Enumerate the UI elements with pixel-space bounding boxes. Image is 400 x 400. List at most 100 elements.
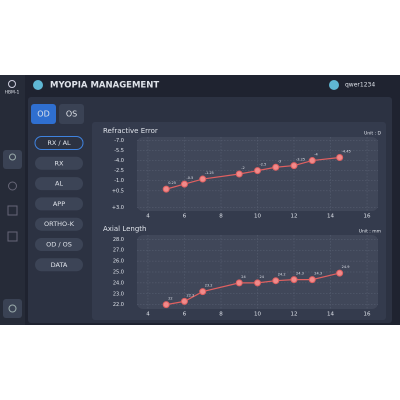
x-tick-label: 4	[146, 312, 150, 318]
data-label: 22	[168, 297, 172, 301]
data-label: -0.5	[186, 176, 193, 180]
data-point[interactable]	[254, 279, 261, 287]
data-label: -1.25	[205, 171, 214, 175]
menu-label: AL	[55, 180, 63, 188]
data-point[interactable]	[235, 170, 243, 178]
app-icon	[33, 80, 43, 90]
user-name[interactable]: qwer1234	[345, 82, 375, 89]
x-tick-label: 8	[219, 312, 223, 318]
data-point[interactable]	[199, 288, 207, 296]
data-point[interactable]	[180, 297, 188, 305]
menu-label: RX / AL	[47, 139, 71, 147]
data-point[interactable]	[308, 276, 316, 284]
x-tick-label: 10	[254, 214, 261, 220]
eye-tab[interactable]	[59, 104, 84, 124]
data-label: 24.3	[296, 272, 304, 276]
data-point[interactable]	[254, 167, 261, 175]
eye-tab[interactable]	[31, 104, 56, 124]
data-label: -2.5	[260, 163, 267, 167]
menu-label: DATA	[51, 261, 68, 269]
menu-button[interactable]	[35, 197, 83, 211]
x-tick-label: 8	[219, 214, 223, 220]
menu-button[interactable]	[35, 238, 83, 251]
x-tick-label: 10	[254, 312, 261, 318]
data-point[interactable]	[272, 163, 280, 171]
x-tick-label: 14	[327, 214, 334, 220]
y-tick-label: 25.0	[113, 270, 124, 276]
settings-icon	[8, 304, 17, 313]
chart-title: Refractive Error	[103, 127, 158, 135]
nav-icon	[9, 153, 16, 161]
data-label: 24.2	[278, 273, 286, 277]
y-tick-label: -2.5	[114, 168, 124, 174]
y-tick-label: +3.0	[112, 205, 124, 211]
data-point[interactable]	[290, 276, 298, 284]
y-tick-label: -4.0	[114, 158, 124, 164]
x-tick-label: 6	[183, 312, 187, 318]
data-point[interactable]	[235, 279, 243, 287]
data-label: 0.25	[168, 181, 176, 185]
logo: HBM-1	[5, 90, 20, 96]
logo-icon	[8, 80, 16, 88]
data-label: 24	[241, 275, 246, 279]
app-title: MYOPIA MANAGEMENT	[50, 81, 159, 91]
menu-button[interactable]	[34, 136, 84, 150]
data-label: -4.45	[342, 150, 351, 154]
nav-report[interactable]	[7, 231, 18, 242]
y-tick-label: -5.5	[114, 148, 124, 154]
data-label: -2	[241, 166, 245, 170]
y-tick-label: 28.0	[113, 237, 124, 243]
x-tick-label: 14	[327, 312, 334, 318]
sidebar	[0, 75, 25, 325]
data-label: 23.2	[205, 284, 213, 288]
data-point[interactable]	[180, 180, 188, 188]
y-tick-label: 23.0	[113, 291, 124, 297]
nav-device[interactable]	[7, 205, 18, 216]
data-label: -4	[314, 153, 318, 157]
x-tick-label: 12	[291, 214, 298, 220]
nav-eye[interactable]	[8, 181, 17, 191]
data-point[interactable]	[336, 269, 344, 277]
menu-label: RX	[55, 159, 65, 167]
x-tick-label: 6	[183, 214, 187, 220]
y-tick-label: 26.0	[113, 259, 124, 265]
y-tick-label: 22.0	[113, 302, 124, 308]
data-label: -3.25	[296, 158, 305, 162]
y-tick-label: +0.5	[112, 188, 124, 194]
menu-button[interactable]	[35, 156, 83, 170]
data-point[interactable]	[272, 277, 280, 285]
menu-label: ORTHO-K	[44, 220, 75, 228]
data-label: 24	[260, 275, 265, 279]
x-tick-label: 16	[364, 214, 371, 220]
data-label: -3	[278, 159, 282, 163]
eye-tab-label: OD	[37, 110, 49, 119]
chart-unit: Unit : mm	[359, 229, 381, 235]
data-point[interactable]	[308, 157, 316, 165]
y-tick-label: -1.0	[114, 178, 124, 184]
menu-button[interactable]	[35, 177, 83, 191]
data-label: 22.3	[186, 293, 194, 297]
y-tick-label: 27.0	[113, 248, 124, 254]
user-icon	[329, 80, 339, 90]
data-point[interactable]	[162, 185, 170, 193]
x-tick-label: 4	[146, 214, 150, 220]
data-point[interactable]	[162, 301, 170, 309]
data-point[interactable]	[336, 154, 344, 162]
menu-label: OD / OS	[46, 241, 72, 249]
y-tick-label: 24.0	[113, 280, 124, 286]
chart-title: Axial Length	[103, 225, 146, 233]
data-label: 24.3	[314, 272, 322, 276]
data-point[interactable]	[199, 175, 207, 183]
x-tick-label: 12	[291, 312, 298, 318]
data-label: 24.9	[342, 265, 350, 269]
y-tick-label: -7.0	[114, 138, 124, 144]
menu-label: APP	[53, 200, 65, 208]
data-point[interactable]	[290, 162, 298, 170]
x-tick-label: 16	[364, 312, 371, 318]
menu-button[interactable]	[35, 217, 83, 231]
chart-unit: Unit : D	[364, 131, 382, 137]
menu-button[interactable]	[35, 258, 83, 272]
nav-settings[interactable]	[3, 299, 22, 318]
eye-tab-label: OS	[66, 110, 77, 119]
